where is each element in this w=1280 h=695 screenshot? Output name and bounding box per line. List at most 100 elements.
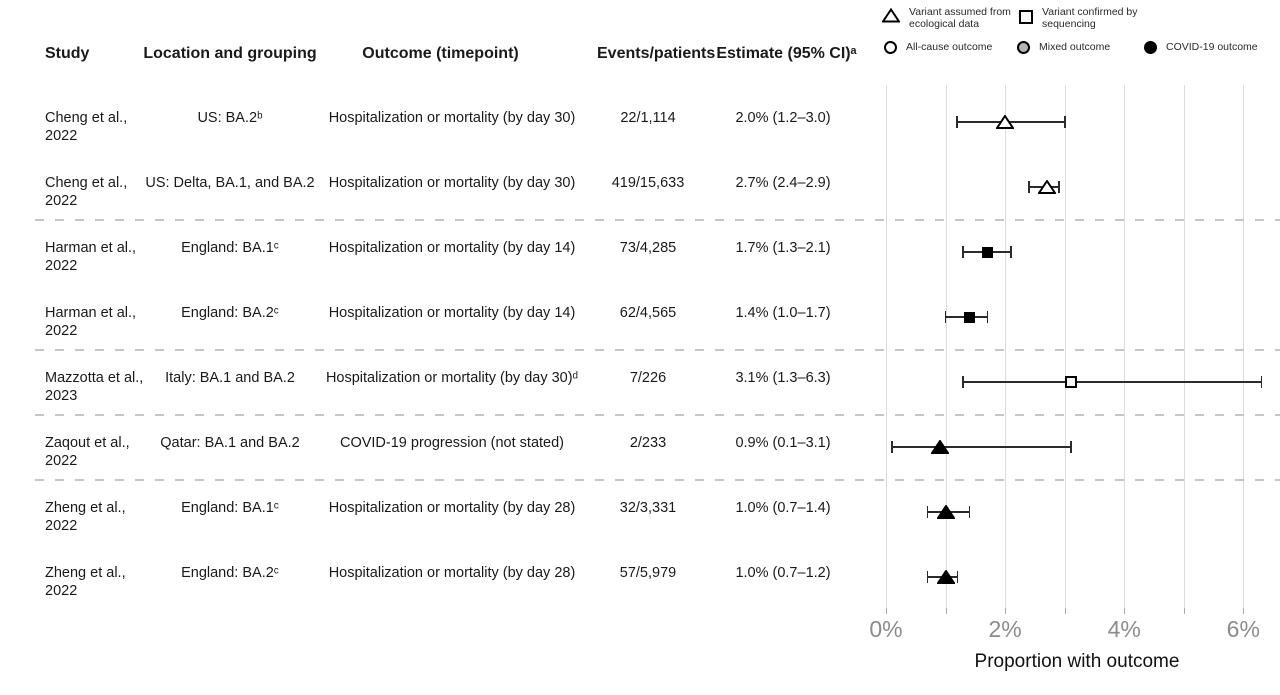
legend-label: COVID-19 outcome: [1166, 41, 1258, 54]
column-header-study: Study: [45, 45, 90, 62]
ci-cap-low: [962, 246, 964, 258]
column-header-location: Location and grouping: [143, 45, 317, 62]
gridline: [1124, 85, 1126, 608]
circle-filled-icon: [1144, 41, 1157, 54]
outcome-cell: COVID-19 progression (not stated): [339, 435, 565, 451]
group-separator: [35, 348, 1280, 351]
estimate-cell: 3.1% (1.3–6.3): [735, 370, 831, 386]
events-cell: 62/4,565: [619, 305, 677, 321]
legend-item-all-cause: All-cause outcome: [884, 39, 992, 54]
events-cell: 2/233: [629, 435, 667, 451]
ci-cap-high: [1064, 116, 1066, 128]
ci-cap-low: [962, 376, 964, 388]
column-header-outcome: Outcome (timepoint): [362, 45, 519, 62]
events-cell: 22/1,114: [620, 110, 676, 126]
ci-cap-low: [890, 441, 893, 453]
ci-line: [957, 121, 1065, 123]
marker-square-filled: [963, 311, 975, 323]
ci-line: [891, 446, 1071, 448]
study-cell: Harman et al., 2022: [45, 304, 160, 340]
table-row: Zheng et al., 2022 England: BA.2ᶜ Hospit…: [0, 564, 880, 604]
study-year: 2022: [45, 128, 78, 144]
estimate-cell: 2.7% (2.4–2.9): [735, 175, 831, 191]
legend-label: Variant confirmed by sequencing: [1042, 6, 1138, 30]
study-name: Zaqout et al.,: [45, 435, 130, 451]
column-header-estimate: Estimate (95% CI)ᵃ: [716, 45, 857, 62]
location-cell: England: BA.1ᶜ: [181, 240, 279, 256]
legend-label-line: Variant confirmed by: [1042, 6, 1138, 18]
marker-triangle-filled: [935, 569, 956, 589]
legend-item-covid19: COVID-19 outcome: [1144, 39, 1258, 54]
study-cell: Harman et al., 2022: [45, 239, 160, 275]
outcome-cell: Hospitalization or mortality (by day 30)…: [325, 370, 579, 386]
gridline: [1183, 85, 1185, 608]
outcome-cell: Hospitalization or mortality (by day 28): [328, 565, 576, 581]
legend-label-line: Variant assumed from: [909, 6, 1011, 18]
group-separator: [35, 478, 1280, 481]
table-row: Zheng et al., 2022 England: BA.1ᶜ Hospit…: [0, 499, 880, 539]
x-tick: [1064, 608, 1066, 614]
square-open-icon: [1019, 10, 1033, 24]
x-tick-label: 4%: [1107, 616, 1141, 642]
study-year: 2022: [45, 323, 78, 339]
legend-label-line: sequencing: [1042, 17, 1096, 30]
ci-cap-low: [944, 311, 947, 323]
events-cell: 419/15,633: [611, 175, 685, 191]
location-cell: Qatar: BA.1 and BA.2: [160, 435, 300, 451]
x-tick: [1124, 608, 1126, 614]
ci-line: [963, 381, 1262, 383]
gridline: [945, 85, 947, 608]
study-name: Harman et al.,: [45, 305, 137, 321]
gridline: [1005, 85, 1007, 608]
study-cell: Zheng et al., 2022: [45, 499, 160, 535]
ci-cap-high: [968, 506, 971, 518]
ci-cap-low: [926, 571, 929, 583]
location-cell: England: BA.2ᶜ: [181, 565, 279, 581]
ci-cap-low: [1027, 181, 1030, 193]
marker-square-filled: [981, 246, 993, 258]
study-cell: Zheng et al., 2022: [45, 564, 160, 600]
gridline: [886, 85, 887, 608]
gridline: [1243, 85, 1245, 608]
ci-cap-high: [1070, 441, 1072, 453]
events-cell: 57/5,979: [619, 565, 677, 581]
outcome-cell: Hospitalization or mortality (by day 28): [328, 500, 576, 516]
x-tick-label: 6%: [1226, 616, 1260, 642]
study-year: 2022: [45, 583, 78, 599]
group-separator: [35, 218, 1280, 221]
legend-label-line: ecological data: [909, 17, 980, 30]
ci-cap-low: [926, 506, 929, 518]
ci-cap-low: [956, 116, 959, 128]
legend-label: Variant assumed from ecological data: [909, 6, 1011, 30]
location-cell: England: BA.2ᶜ: [181, 305, 279, 321]
x-tick: [1183, 608, 1185, 614]
gridline: [1064, 85, 1066, 608]
table-row: Cheng et al., 2022 US: BA.2ᵇ Hospitaliza…: [0, 109, 880, 149]
ci-cap-high: [986, 311, 989, 323]
location-cell: Italy: BA.1 and BA.2: [165, 370, 295, 386]
outcome-cell: Hospitalization or mortality (by day 30): [328, 110, 576, 126]
estimate-cell: 2.0% (1.2–3.0): [735, 110, 831, 126]
x-tick: [945, 608, 947, 614]
x-tick: [1243, 608, 1245, 614]
outcome-cell: Hospitalization or mortality (by day 14): [328, 240, 576, 256]
legend-label: Mixed outcome: [1039, 41, 1110, 54]
study-name: Harman et al.,: [45, 240, 137, 256]
marker-square-open: [1064, 376, 1077, 388]
study-year: 2022: [45, 453, 78, 469]
study-year: 2022: [45, 193, 78, 209]
estimate-cell: 0.9% (0.1–3.1): [735, 435, 831, 451]
legend-label: All-cause outcome: [906, 41, 993, 54]
study-name: Zheng et al.,: [45, 500, 126, 516]
study-cell: Cheng et al., 2022: [45, 109, 160, 145]
x-tick-label: 0%: [869, 616, 903, 642]
estimate-cell: 1.7% (1.3–2.1): [735, 240, 831, 256]
location-cell: US: BA.2ᵇ: [197, 110, 263, 126]
legend-label-line: All-cause outcome: [906, 41, 993, 53]
study-cell: Cheng et al., 2022: [45, 174, 160, 210]
table-row: Harman et al., 2022 England: BA.2ᶜ Hospi…: [0, 304, 880, 344]
study-name: Zheng et al.,: [45, 565, 126, 581]
table-row: Mazzotta et al., 2023 Italy: BA.1 and BA…: [0, 369, 880, 409]
study-name: Mazzotta et al.,: [45, 370, 144, 386]
